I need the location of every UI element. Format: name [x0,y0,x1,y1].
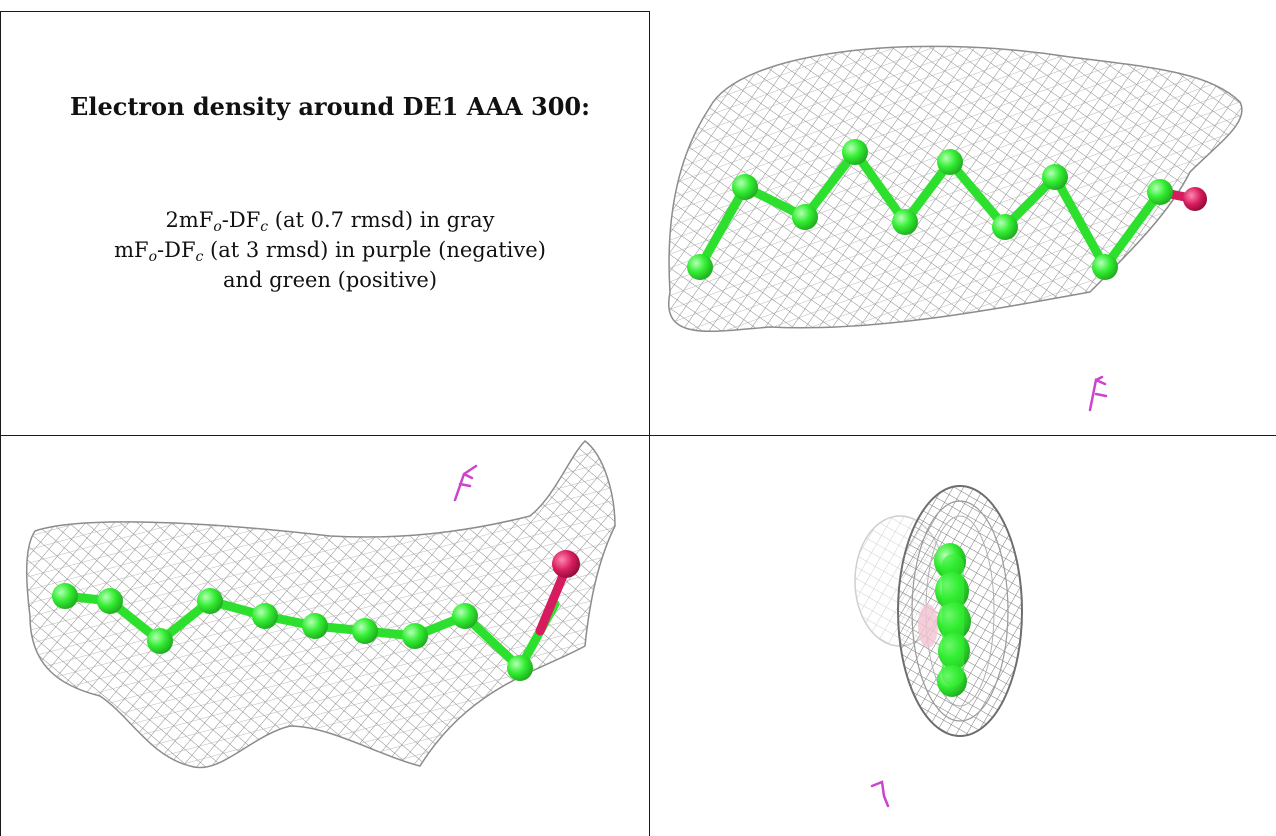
legend-line-2: mFo-DFc (at 3 rmsd) in purple (negative) [114,238,546,265]
density-view-1-image [667,45,1243,412]
density-view-3 [650,436,1276,836]
table-divider-horizontal [0,435,1276,436]
caption-legend: 2mFo-DFc (at 0.7 rmsd) in gray mFo-DFc (… [20,205,640,295]
density-view-2-image [25,440,616,769]
density-view-3-image [854,485,1023,808]
legend-line-1: 2mFo-DFc (at 0.7 rmsd) in gray [165,208,495,235]
ligand-chain [687,139,1207,280]
negative-difference-blob [1088,375,1108,412]
density-view-1 [650,12,1276,435]
table-divider-vertical [649,11,650,836]
caption-cell: Electron density around DE1 AAA 300: 2mF… [0,12,649,435]
negative-difference-blob [870,780,890,808]
density-view-2 [0,436,649,836]
table-border-top [0,11,650,12]
ligand-chain [52,550,580,681]
ligand-end-on [934,543,971,697]
caption-heading: Electron density around DE1 AAA 300: [70,92,590,121]
negative-difference-blob [453,464,478,502]
legend-line-3: and green (positive) [222,268,438,292]
table-border-left [0,11,1,836]
